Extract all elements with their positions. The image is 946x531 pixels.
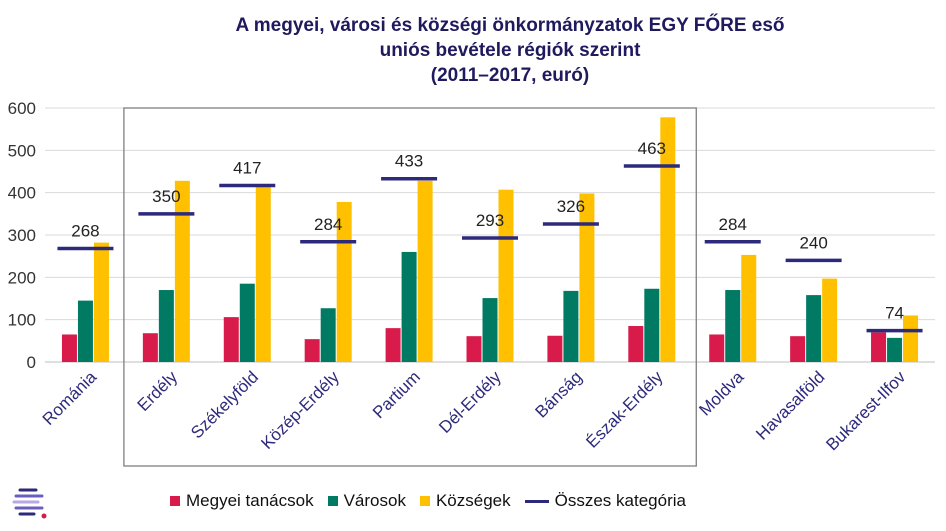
bar [579,193,595,362]
bar-group [61,117,919,363]
x-tick-label: Észak-Erdély [582,367,667,452]
total-data-label: 417 [233,158,261,177]
bar [482,298,498,362]
legend-swatch-kozsegek [419,496,430,506]
bar [887,337,903,362]
bar [158,290,174,362]
bar [725,290,741,362]
total-data-label: 284 [314,215,342,234]
y-tick-label: 100 [8,311,36,330]
legend-label-varosok: Városok [343,491,406,510]
highlight-box-rect [123,107,697,467]
bar [790,336,806,362]
bar [547,335,563,362]
total-data-label: 240 [799,233,827,252]
highlight-box [123,107,697,467]
x-tick-label: Székelyföld [187,367,262,442]
chart-title-line-1: A megyei, városi és községi önkormányzat… [235,15,785,36]
bar [903,315,919,362]
x-tick-label: Közép-Erdély [257,367,343,453]
legend-item-osszes: Összes kategória [524,491,686,511]
bar [77,300,93,362]
bar [498,189,514,362]
total-data-label: 433 [395,152,423,171]
bar [563,290,579,362]
bar [223,317,239,362]
x-tick-label: Havasalföld [752,367,828,443]
bar [142,333,158,362]
y-tick-labels: 0 100 200 300 400 500 600 [8,99,36,372]
logo [12,488,47,519]
x-tick-label: Bukarest-Ilfov [822,367,909,454]
y-tick-label: 200 [8,268,36,287]
bar [466,336,482,362]
total-marker-group: 268 350 417 284 433 293 326 463 284 240 74 [57,139,923,333]
total-data-label: 350 [152,187,180,206]
total-data-label: 326 [557,197,585,216]
y-tick-label: 600 [8,99,36,118]
legend-label-osszes: Összes kategória [554,491,686,510]
legend-line-osszes [524,499,549,503]
legend: Megyei tanácsok Városok Községek Összes … [170,490,700,512]
legend-label-megyei: Megyei tanácsok [186,491,314,510]
legend-item-varosok: Városok [327,491,406,511]
x-tick-label: Dél-Erdély [435,367,505,437]
legend-item-kozsegek: Községek [419,491,511,511]
total-data-label: 293 [476,211,504,230]
x-tick-label: Bánság [532,367,586,421]
chart-title-line-2: uniós bevétele régiók szerint [379,40,641,61]
y-tick-label: 500 [8,141,36,160]
legend-swatch-varosok [327,496,338,506]
bar [401,251,417,362]
x-tick-label: Erdély [134,367,182,415]
legend-item-megyei: Megyei tanácsok [170,491,314,511]
bar [822,278,838,362]
bar [644,288,660,362]
y-tick-label: 400 [8,184,36,203]
bar [93,242,109,362]
bar [709,334,725,362]
legend-swatch-megyei [170,496,180,506]
bar [871,332,887,362]
total-data-label: 74 [885,304,904,323]
total-data-label: 268 [71,222,99,241]
y-tick-label: 300 [8,226,36,245]
total-data-label: 463 [638,139,666,158]
chart-title-line-3: (2011–2017, euró) [430,65,590,86]
bar [239,283,255,362]
bar [61,334,77,362]
bar [628,326,644,362]
bar [304,339,320,362]
bar [320,308,336,362]
bar [806,295,822,362]
bar [385,328,401,362]
x-tick-label: Partium [369,367,424,422]
x-tick-label: Moldva [695,367,748,420]
bar [741,254,757,362]
x-tick-label: Románia [39,367,101,429]
y-tick-label: 0 [27,353,36,372]
legend-label-kozsegek: Községek [435,491,511,510]
bar [255,186,271,362]
bar [417,180,433,362]
bar [660,117,676,363]
total-data-label: 284 [719,215,747,234]
bar [174,180,190,362]
